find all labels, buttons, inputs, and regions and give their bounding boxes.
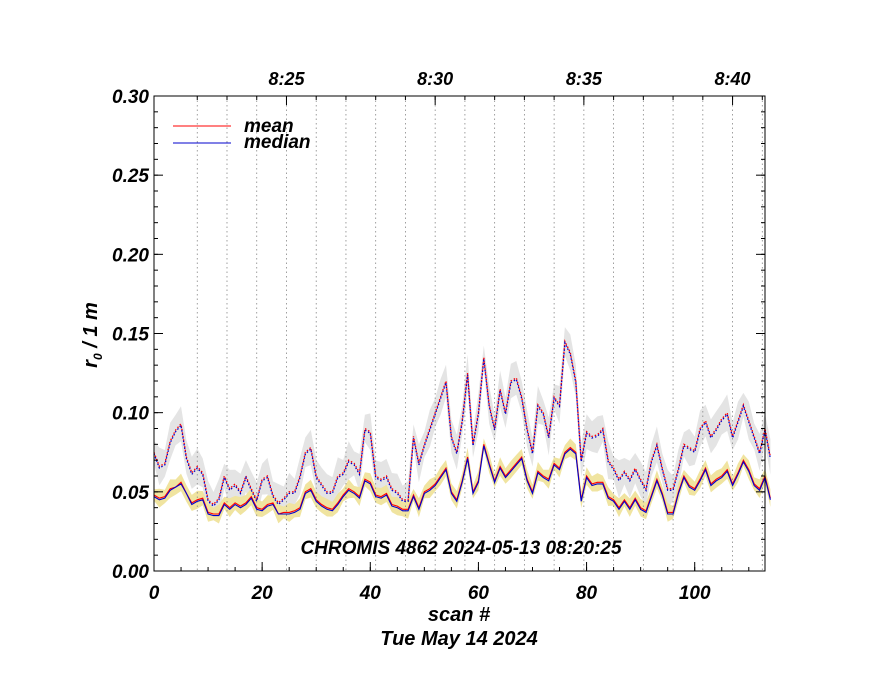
series-line-median-upper <box>153 340 772 508</box>
x-tick-label-0: 0 <box>149 583 160 604</box>
x-tick-label-1: 20 <box>251 583 274 604</box>
x-tick-label-3: 60 <box>468 583 490 604</box>
date-label: Tue May 14 2024 <box>380 628 538 650</box>
x-tick-label-4: 80 <box>576 583 598 604</box>
legend-label-median: median <box>244 132 311 153</box>
series-line-mean-upper <box>153 338 772 506</box>
data-series <box>153 338 772 517</box>
y-tick-label-2: 0.10 <box>112 404 149 425</box>
y-axis-title: r0 / 1 m <box>80 302 105 368</box>
y-tick-label-4: 0.20 <box>112 245 149 266</box>
time-tick-label-1: 8:30 <box>417 69 453 89</box>
y-axis-title-sub: 0 <box>91 353 105 360</box>
instrument-annotation: CHROMIS 4862 2024-05-13 08:20:25 <box>300 538 622 559</box>
y-tick-label-1: 0.05 <box>112 483 149 504</box>
y-tick-label-5: 0.25 <box>112 166 149 187</box>
y-tick-label-0: 0.00 <box>112 562 149 583</box>
x-tick-label-5: 100 <box>679 583 711 604</box>
y-tick-label-6: 0.30 <box>112 87 149 108</box>
y-axis-title-main: r <box>80 359 102 368</box>
y-tick-label-3: 0.15 <box>112 325 149 346</box>
x-tick-label-2: 40 <box>359 583 382 604</box>
y-axis-title-rest: / 1 m <box>80 302 102 353</box>
time-tick-label-3: 8:40 <box>715 69 751 89</box>
x-axis-title: scan # <box>428 604 491 626</box>
axis-ticks <box>153 95 765 572</box>
legend: mean median <box>173 116 311 153</box>
axis-tick-labels: 0.00 0.05 0.10 0.15 0.20 0.25 0.30 0 20 40 60 80 100… <box>112 69 751 604</box>
legend-label-mean: mean <box>244 116 294 137</box>
series-line-median <box>153 445 771 517</box>
time-tick-label-0: 8:25 <box>268 69 305 89</box>
time-tick-label-2: 8:35 <box>566 69 603 89</box>
